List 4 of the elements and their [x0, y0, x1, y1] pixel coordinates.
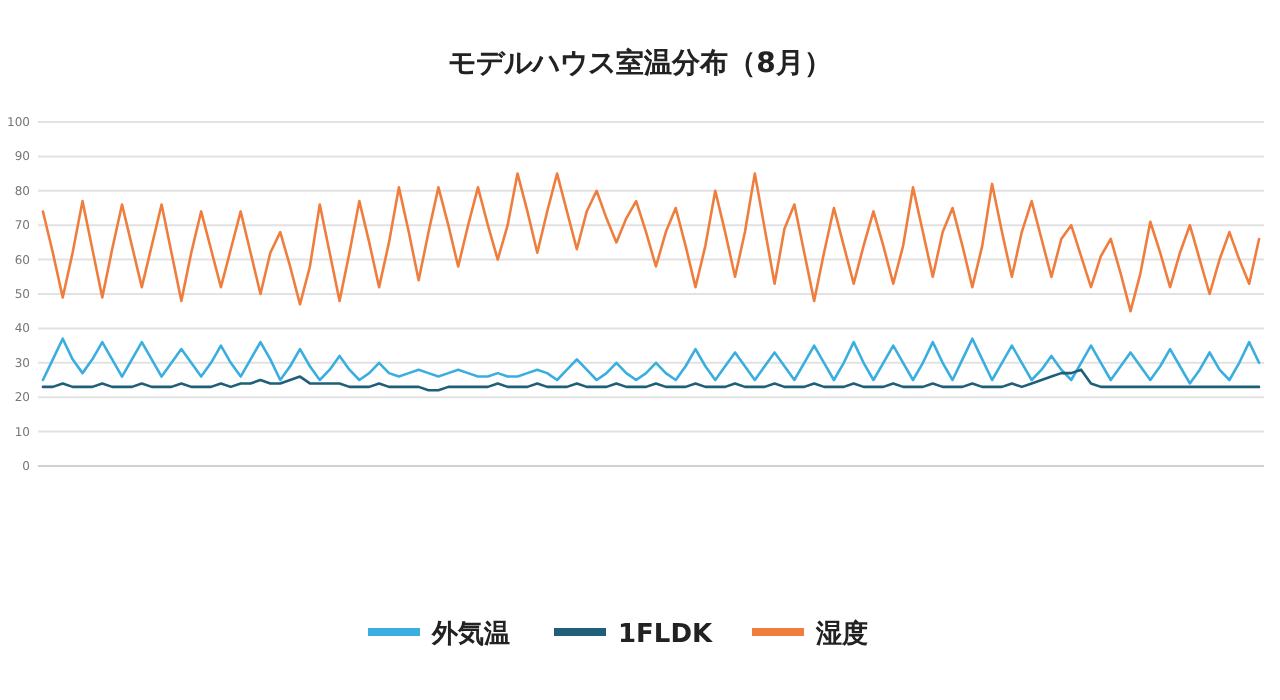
legend-label: 外気温 [430, 620, 510, 650]
chart-title: モデルハウス室温分布（8月） [448, 46, 832, 80]
legend-label: 湿度 [814, 618, 868, 650]
legend-label: 1FLDK [618, 620, 714, 650]
